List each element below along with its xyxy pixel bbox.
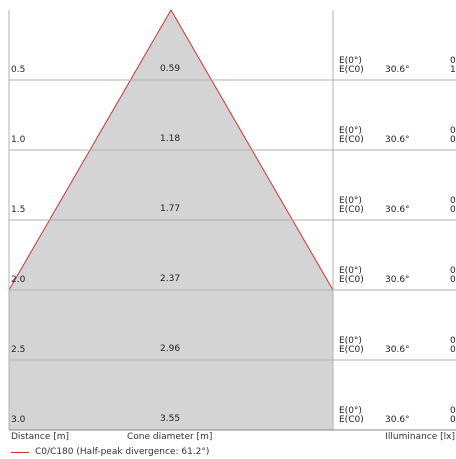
- illuminance-ec0-label: E(C0): [339, 345, 364, 355]
- illuminance-e0-label: E(0°): [339, 126, 362, 136]
- angle-value: 30.6°: [385, 345, 410, 355]
- legend-line-swatch: [11, 452, 29, 453]
- illuminance-ec0-label: E(C0): [339, 275, 364, 285]
- illuminance-ec0-value: 0: [450, 205, 456, 215]
- angle-value: 30.6°: [385, 135, 410, 145]
- illuminance-e0-label: E(0°): [339, 336, 362, 346]
- diameter-axis-label: Cone diameter [m]: [127, 432, 213, 442]
- angle-value: 30.6°: [385, 65, 410, 75]
- distance-value: 3.0: [11, 415, 26, 425]
- distance-value: 2.0: [11, 275, 26, 285]
- distance-value: 2.5: [11, 345, 26, 355]
- illuminance-ec0-value: 1: [450, 65, 456, 75]
- distance-value: 0.5: [11, 65, 26, 75]
- illuminance-axis-label: Illuminance [lx]: [385, 432, 455, 442]
- cone-diameter-value: 0.59: [160, 64, 181, 74]
- cone-diameter-value: 2.37: [160, 274, 181, 284]
- distance-axis-label: Distance [m]: [11, 432, 70, 442]
- illuminance-e0-value: 0: [450, 196, 456, 206]
- illuminance-e0-value: 0: [450, 126, 456, 136]
- cone-diameter-value: 1.18: [160, 134, 181, 144]
- illuminance-e0-label: E(0°): [339, 196, 362, 206]
- illuminance-ec0-value: 0: [450, 345, 456, 355]
- illuminance-ec0-label: E(C0): [339, 415, 364, 425]
- illuminance-e0-value: 0: [450, 56, 456, 66]
- legend-label: C0/C180 (Half-peak divergence: 61.2°): [35, 447, 210, 457]
- cone-diameter-value: 1.77: [160, 204, 181, 214]
- angle-value: 30.6°: [385, 275, 410, 285]
- illuminance-e0-label: E(0°): [339, 266, 362, 276]
- illuminance-ec0-label: E(C0): [339, 135, 364, 145]
- illuminance-ec0-value: 0: [450, 135, 456, 145]
- illuminance-e0-label: E(0°): [339, 56, 362, 66]
- cone-diameter-value: 3.55: [160, 414, 181, 424]
- angle-value: 30.6°: [385, 205, 410, 215]
- illuminance-ec0-value: 0: [450, 275, 456, 285]
- angle-value: 30.6°: [385, 415, 410, 425]
- illuminance-e0-value: 0: [450, 336, 456, 346]
- illuminance-ec0-label: E(C0): [339, 205, 364, 215]
- illuminance-ec0-label: E(C0): [339, 65, 364, 75]
- illuminance-ec0-value: 0: [450, 415, 456, 425]
- illuminance-e0-value: 0: [450, 406, 456, 416]
- illuminance-e0-label: E(0°): [339, 406, 362, 416]
- cone-diameter-value: 2.96: [160, 344, 181, 354]
- illuminance-e0-value: 0: [450, 266, 456, 276]
- distance-value: 1.5: [11, 205, 26, 215]
- distance-value: 1.0: [11, 135, 26, 145]
